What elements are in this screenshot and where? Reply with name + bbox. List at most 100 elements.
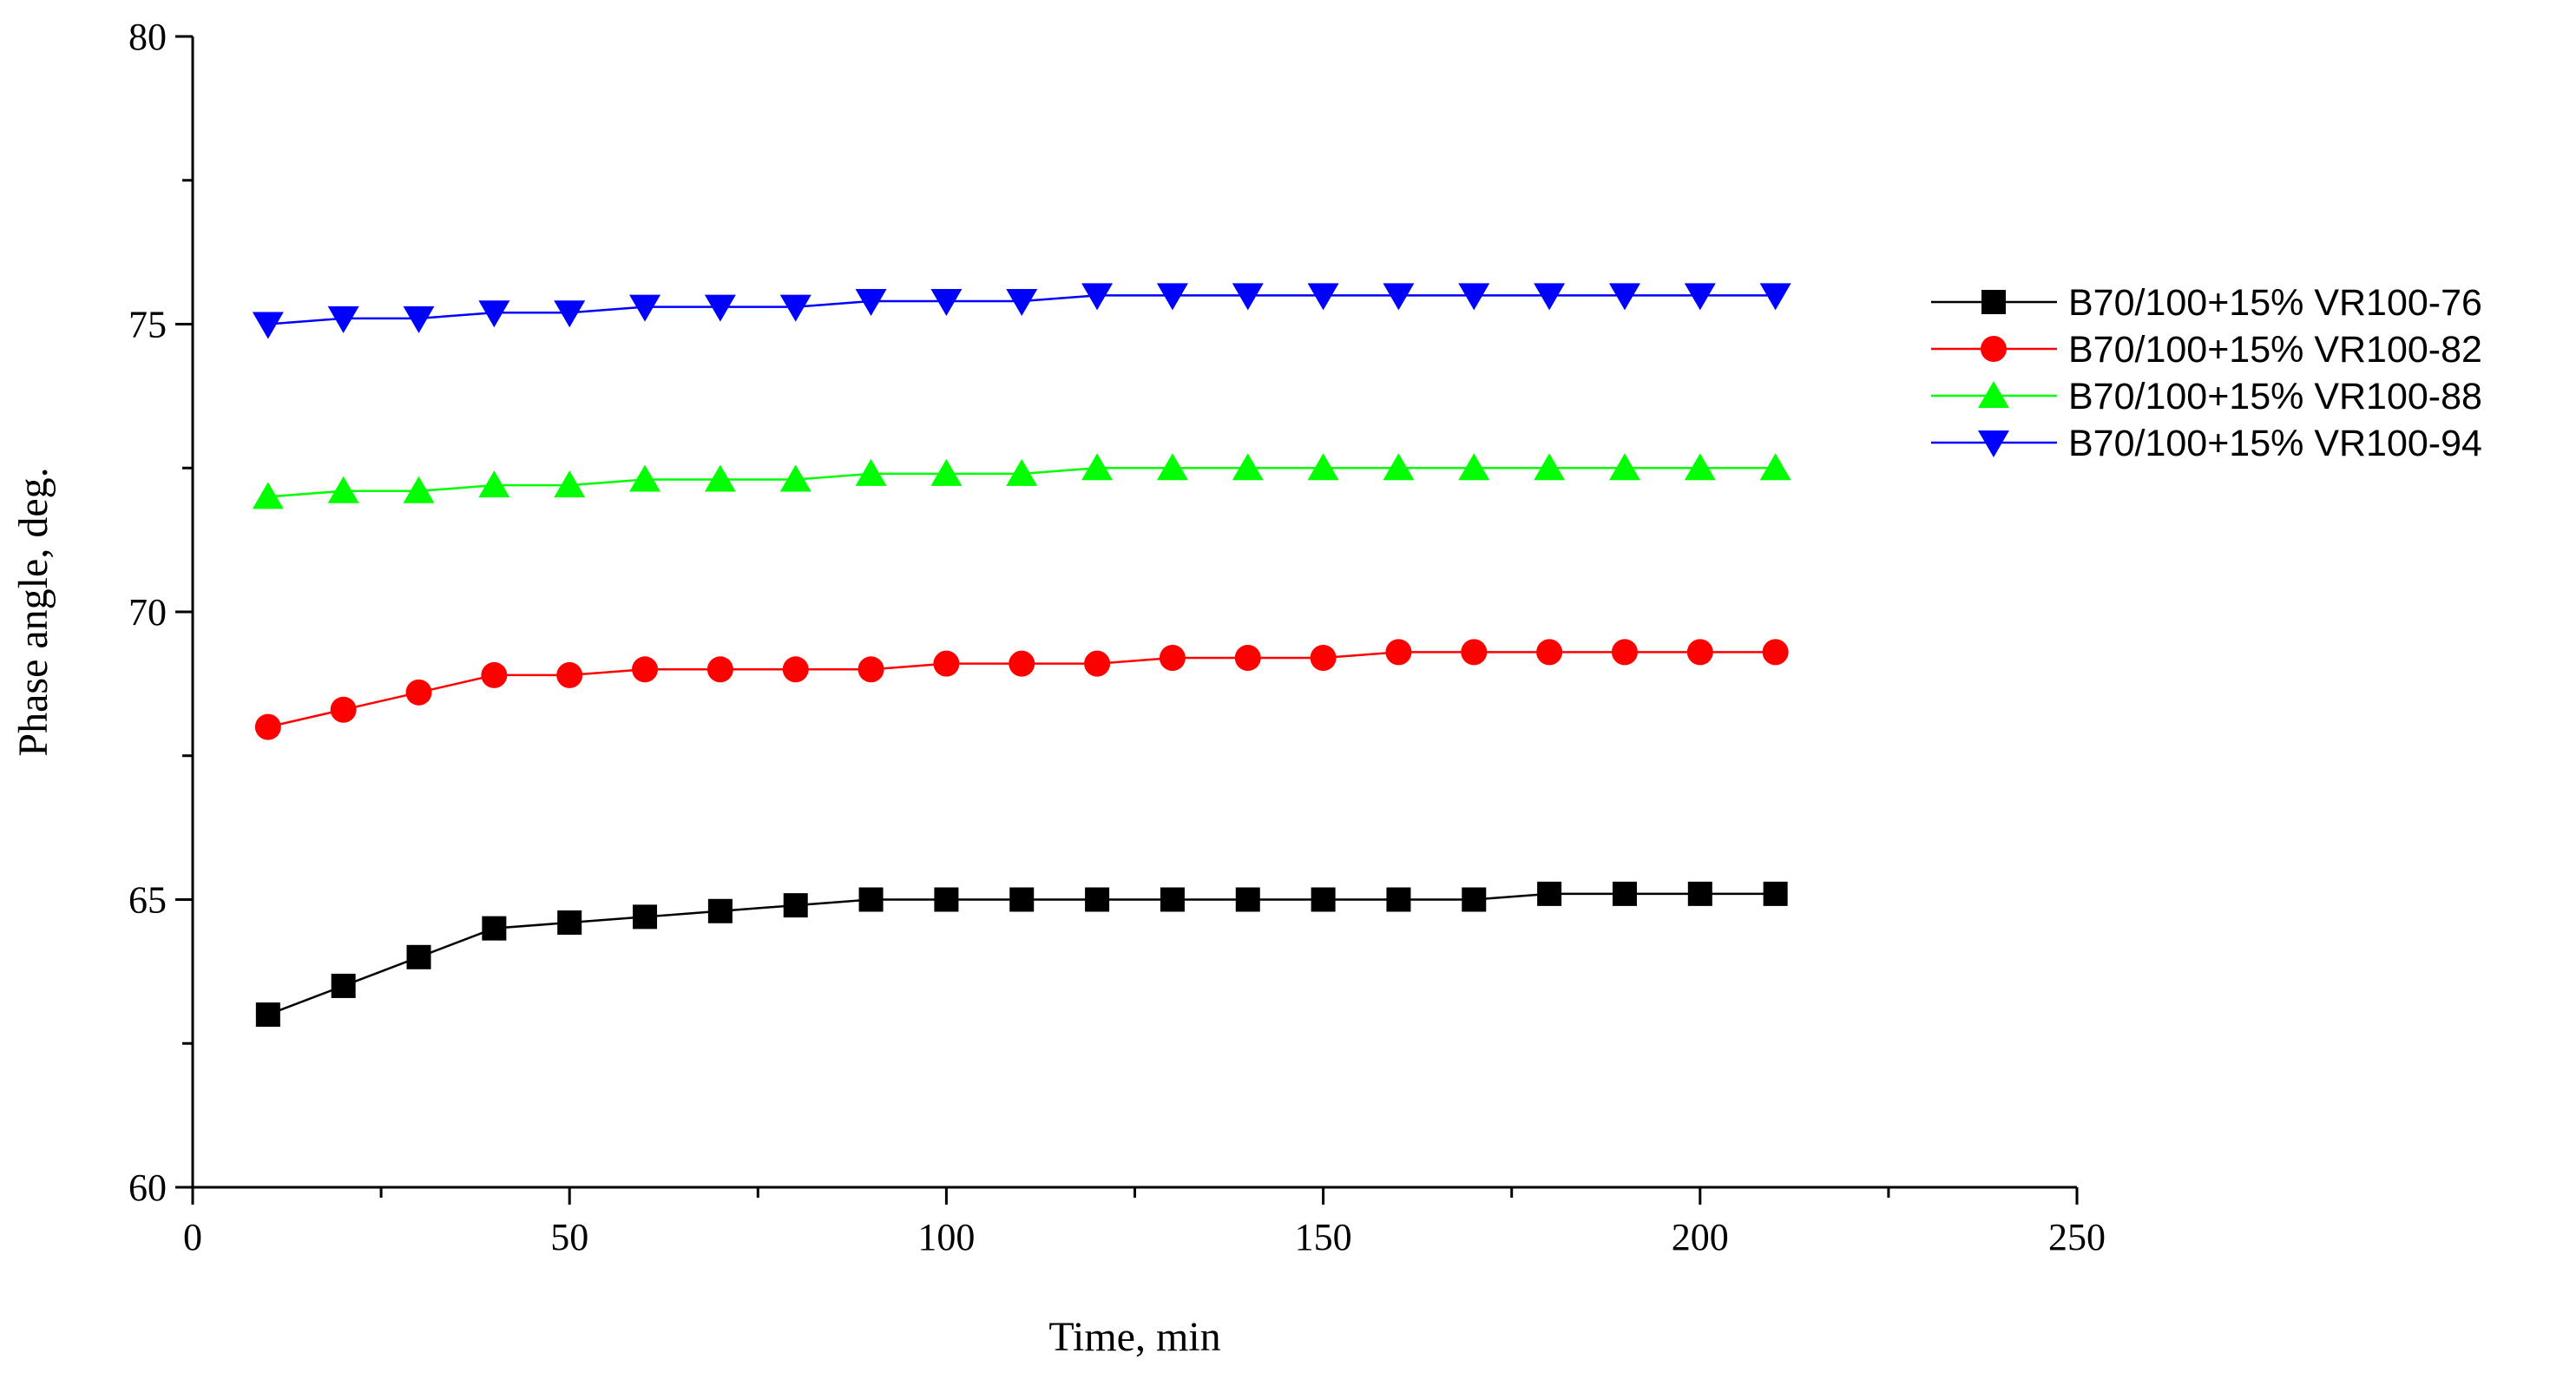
data-point	[706, 656, 733, 683]
data-point	[858, 656, 884, 683]
legend-entry: B70/100+15% VR100-88	[1931, 376, 2482, 417]
data-point	[855, 458, 887, 486]
data-point	[1536, 639, 1563, 666]
data-point	[930, 458, 963, 486]
data-point	[1458, 453, 1490, 481]
y-tick-label: 60	[128, 1166, 167, 1209]
data-point	[1611, 639, 1638, 666]
y-tick-label: 65	[128, 879, 167, 922]
data-point	[707, 898, 733, 923]
data-point	[554, 300, 586, 328]
data-point	[858, 887, 884, 912]
data-point	[779, 464, 812, 492]
data-point	[933, 650, 960, 677]
axes: 0 50 100 150 200 250 60 65 70 75 80	[128, 16, 2106, 1258]
data-point	[629, 294, 661, 322]
series-line	[267, 892, 1776, 1016]
x-tick-label: 150	[1295, 1216, 1352, 1258]
data-point	[779, 294, 812, 322]
y-tick-label: 75	[128, 304, 167, 346]
series-0	[255, 881, 1788, 1028]
data-point	[1160, 887, 1185, 912]
legend-marker	[1978, 381, 2009, 408]
data-point	[1085, 887, 1110, 912]
x-tick-label: 250	[2048, 1216, 2106, 1258]
plot-area	[252, 283, 1791, 1028]
data-point	[704, 294, 736, 322]
y-tick-label: 70	[128, 591, 167, 634]
data-point	[1156, 453, 1188, 481]
x-axis-title: Time, min	[1048, 1314, 1220, 1360]
data-point	[1385, 639, 1412, 666]
series-1	[254, 639, 1789, 740]
data-point	[557, 910, 582, 936]
legend-label: B70/100+15% VR100-88	[2068, 376, 2482, 417]
data-point	[782, 656, 809, 683]
data-point	[1461, 639, 1488, 666]
data-point	[1383, 283, 1415, 311]
data-point	[254, 713, 281, 740]
data-point	[632, 656, 659, 683]
legend-marker	[1978, 430, 2009, 457]
data-point	[629, 464, 661, 492]
data-point	[252, 312, 284, 339]
data-point	[1009, 650, 1035, 677]
legend-entry: B70/100+15% VR100-76	[1931, 282, 2482, 324]
data-point	[1009, 887, 1035, 912]
data-point	[1608, 453, 1640, 481]
legend-label: B70/100+15% VR100-82	[2068, 329, 2482, 371]
data-point	[481, 661, 508, 688]
data-point	[252, 482, 284, 509]
data-point	[482, 916, 507, 941]
data-point	[1006, 288, 1038, 316]
data-point	[930, 288, 963, 316]
data-point	[1156, 283, 1188, 311]
x-tick-label: 0	[183, 1216, 202, 1258]
data-point	[1458, 283, 1490, 311]
data-point	[403, 305, 435, 333]
data-point	[1537, 881, 1562, 906]
legend-entry: B70/100+15% VR100-82	[1931, 329, 2482, 371]
data-point	[855, 288, 887, 316]
data-point	[330, 696, 357, 723]
data-point	[1462, 887, 1487, 912]
legend-marker	[1981, 290, 2006, 314]
data-point	[405, 679, 432, 706]
data-point	[327, 476, 359, 503]
data-point	[1235, 887, 1260, 912]
data-point	[1311, 887, 1336, 912]
data-point	[1608, 283, 1640, 311]
legend-label: B70/100+15% VR100-94	[2068, 423, 2482, 464]
data-point	[1081, 283, 1114, 311]
data-point	[255, 1002, 280, 1028]
data-point	[1762, 639, 1789, 666]
data-point	[1232, 453, 1264, 481]
data-point	[1763, 881, 1788, 906]
data-point	[327, 305, 359, 333]
data-point	[1534, 453, 1566, 481]
data-point	[1759, 453, 1791, 481]
data-point	[1686, 639, 1713, 666]
y-axis-title: Phase angle, deg.	[10, 467, 56, 756]
legend-label: B70/100+15% VR100-76	[2068, 282, 2482, 324]
data-point	[1612, 881, 1637, 906]
data-point	[1310, 645, 1337, 672]
data-point	[1534, 283, 1566, 311]
y-tick-label: 80	[128, 16, 167, 58]
data-point	[783, 893, 808, 918]
x-tick-label: 50	[550, 1216, 588, 1258]
data-point	[1386, 887, 1411, 912]
data-point	[1234, 645, 1261, 672]
series-3	[252, 283, 1791, 339]
data-point	[556, 661, 583, 688]
legend: B70/100+15% VR100-76 B70/100+15% VR100-82…	[1931, 282, 2482, 464]
data-point	[1684, 283, 1716, 311]
data-point	[1232, 283, 1264, 311]
data-point	[478, 300, 510, 328]
data-point	[1684, 453, 1716, 481]
data-point	[1006, 458, 1038, 486]
data-point	[554, 470, 586, 498]
legend-entry: B70/100+15% VR100-94	[1931, 423, 2482, 464]
series-2	[252, 453, 1791, 509]
